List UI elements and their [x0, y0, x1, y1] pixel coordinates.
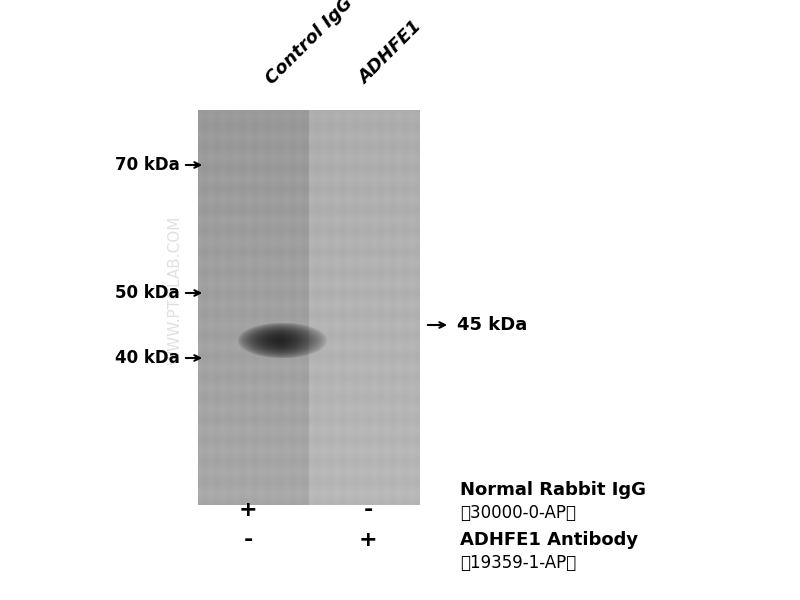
Text: Normal Rabbit IgG: Normal Rabbit IgG [460, 481, 646, 499]
Text: 50 kDa: 50 kDa [115, 284, 180, 302]
Text: （19359-1-AP）: （19359-1-AP） [460, 554, 576, 572]
Text: -: - [363, 500, 373, 520]
Text: +: + [238, 500, 258, 520]
Text: ADHFE1 Antibody: ADHFE1 Antibody [460, 531, 638, 549]
Text: Control IgG: Control IgG [262, 0, 356, 88]
Text: 45 kDa: 45 kDa [457, 316, 527, 334]
Text: 40 kDa: 40 kDa [115, 349, 180, 367]
Text: （30000-0-AP）: （30000-0-AP） [460, 504, 576, 522]
Text: ADHFE1: ADHFE1 [355, 18, 425, 88]
Text: WWW.PTGLAB.COM: WWW.PTGLAB.COM [167, 215, 182, 365]
Text: +: + [358, 530, 378, 550]
Text: 70 kDa: 70 kDa [115, 156, 180, 174]
Text: -: - [243, 530, 253, 550]
